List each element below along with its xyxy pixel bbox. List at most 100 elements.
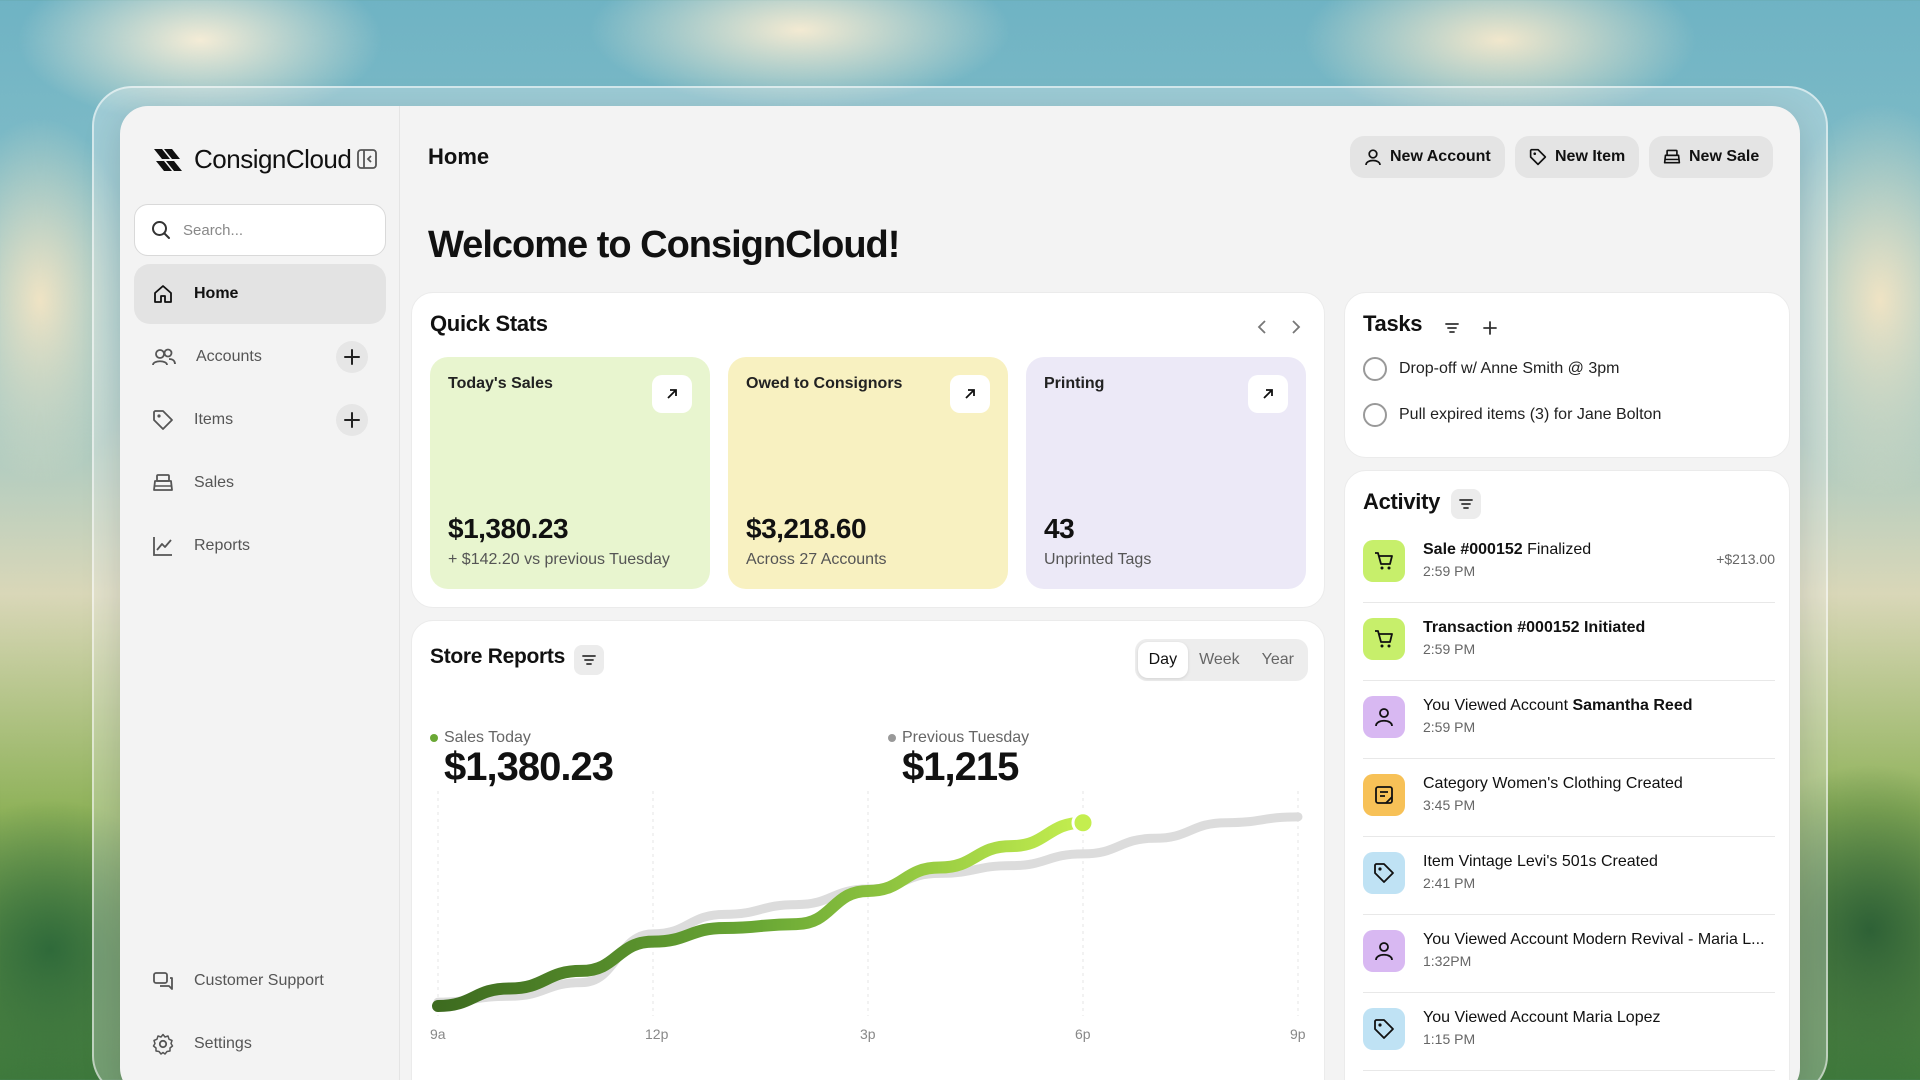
plus-icon: [344, 349, 360, 365]
activity-time: 2:59 PM: [1423, 719, 1476, 735]
users-icon: [152, 348, 176, 366]
page-title: Home: [428, 144, 490, 169]
new-account-button[interactable]: New Account: [1350, 136, 1505, 178]
sidebar-item-customer-support[interactable]: Customer Support: [134, 951, 386, 1011]
range-week[interactable]: Week: [1199, 651, 1240, 668]
stat-sub: Across 27 Accounts: [746, 551, 887, 568]
activity-filter-button[interactable]: [1451, 489, 1481, 519]
activity-title: You Viewed Account Samantha Reed: [1423, 697, 1775, 715]
sidebar-item-items[interactable]: Items: [134, 390, 386, 450]
chart-icon: [153, 537, 172, 556]
add-account-button[interactable]: [336, 341, 368, 373]
brand[interactable]: ConsignCloud: [152, 144, 352, 175]
tag-icon: [153, 410, 173, 430]
register-icon: [153, 474, 173, 491]
new-sale-label: New Sale: [1689, 148, 1760, 165]
activity-title-pre: Category Women's Clothing Created: [1423, 775, 1683, 792]
task-label: Pull expired items (3) for Jane Bolton: [1399, 406, 1662, 423]
stat-card-printing[interactable]: Printing 43 Unprinted Tags: [1026, 357, 1306, 589]
stat-sub: + $142.20 vs previous Tuesday: [448, 551, 670, 568]
activity-title: You Viewed Account Modern Revival - Mari…: [1423, 931, 1775, 949]
legend-previous: Previous Tuesday: [888, 729, 1029, 747]
activity-item[interactable]: You Viewed Account Maria Lopez 1:15 PM: [1363, 993, 1775, 1071]
register-icon: [1663, 149, 1681, 164]
add-task-button[interactable]: [1475, 313, 1505, 343]
stat-value: 43: [1044, 513, 1075, 544]
chevron-left-icon[interactable]: [1252, 317, 1272, 337]
activity-item[interactable]: Category Women's Clothing Created 3:45 PM: [1363, 759, 1775, 837]
activity-item[interactable]: You Viewed Account Samantha Reed 2:59 PM: [1363, 681, 1775, 759]
chevron-right-icon[interactable]: [1286, 317, 1306, 337]
activity-title-pre: You Viewed Account Maria Lopez: [1423, 1009, 1661, 1026]
stat-card-todays-sales[interactable]: Today's Sales $1,380.23 + $142.20 vs pre…: [430, 357, 710, 589]
new-item-label: New Item: [1555, 148, 1626, 165]
stat-label: Printing: [1044, 375, 1105, 392]
sidebar-item-label: Home: [194, 285, 239, 302]
activity-time: 2:59 PM: [1423, 563, 1476, 579]
activity-time: 1:32PM: [1423, 953, 1472, 969]
range-year[interactable]: Year: [1261, 651, 1294, 668]
search-icon: [152, 221, 170, 239]
open-link-button[interactable]: [652, 375, 692, 413]
sidebar-item-sales[interactable]: Sales: [134, 453, 386, 513]
task-checkbox[interactable]: [1363, 357, 1387, 381]
sidebar-item-label: Sales: [194, 474, 235, 491]
tasks-filter-button[interactable]: [1437, 313, 1467, 343]
arrow-up-right-icon: [1263, 389, 1273, 399]
arrow-up-right-icon: [965, 389, 975, 399]
legend-dot-current: [430, 734, 438, 742]
activity-title-bold: Transaction #000152 Initiated: [1423, 619, 1646, 636]
series-current-line: [432, 816, 1089, 1012]
activity-time: 2:41 PM: [1423, 875, 1476, 891]
activity-item[interactable]: Transaction #000152 Initiated 2:59 PM: [1363, 603, 1775, 681]
x-tick-label: 9a: [430, 1026, 446, 1042]
sidebar-item-accounts[interactable]: Accounts: [134, 327, 386, 387]
activity-item[interactable]: You Viewed Account Modern Revival - Mari…: [1363, 915, 1775, 993]
legend-dot-previous: [888, 734, 896, 742]
cart-icon: [1363, 540, 1405, 582]
plus-icon: [344, 412, 360, 428]
new-item-button[interactable]: New Item: [1515, 136, 1640, 178]
previous-sales-value: $1,215: [902, 745, 1019, 789]
new-sale-button[interactable]: New Sale: [1649, 136, 1774, 178]
open-link-button[interactable]: [950, 375, 990, 413]
current-point-marker[interactable]: [1071, 811, 1095, 835]
search-input[interactable]: [183, 221, 363, 239]
sidebar-item-home[interactable]: Home: [134, 264, 386, 324]
activity-title-post: Finalized: [1522, 541, 1592, 558]
task-item[interactable]: Drop-off w/ Anne Smith @ 3pm: [1363, 357, 1619, 381]
sidebar-item-reports[interactable]: Reports: [134, 516, 386, 576]
legend-previous-label: Previous Tuesday: [902, 729, 1030, 746]
current-sales-value: $1,380.23: [444, 745, 614, 789]
activity-time: 1:15 PM: [1423, 1031, 1476, 1047]
x-tick-label: 12p: [645, 1026, 669, 1042]
add-item-button[interactable]: [336, 404, 368, 436]
stat-card-owed-consignors[interactable]: Owed to Consignors $3,218.60 Across 27 A…: [728, 357, 1008, 589]
task-checkbox[interactable]: [1363, 403, 1387, 427]
activity-item[interactable]: Sale #000152 Finalized 2:59 PM +$213.00: [1363, 525, 1775, 603]
welcome-heading: Welcome to ConsignCloud!: [428, 224, 900, 266]
range-day[interactable]: Day: [1137, 642, 1189, 678]
quick-stats-card: Quick Stats Today's Sales $1,380.23 + $1…: [411, 292, 1325, 608]
legend-current-label: Sales Today: [444, 729, 531, 746]
range-selector: Day Week Year: [1134, 639, 1308, 681]
activity-item[interactable]: Item Vintage Levi's 501s Created 2:41 PM: [1363, 837, 1775, 915]
activity-card: Activity Sale #000152 Finalized 2:59 PM +$…: [1344, 470, 1790, 1080]
legend-current: Sales Today: [430, 729, 531, 747]
chat-icon: [153, 972, 173, 990]
activity-title-pre: You Viewed Account: [1423, 697, 1573, 714]
filter-button[interactable]: [574, 645, 604, 675]
collapse-sidebar-icon[interactable]: [356, 148, 378, 170]
user-icon: [1363, 930, 1405, 972]
tasks-card: Tasks Drop-off w/ Anne Smith @ 3pm Pull …: [1344, 292, 1790, 458]
sidebar-item-settings[interactable]: Settings: [134, 1014, 386, 1074]
note-icon: [1363, 774, 1405, 816]
user-icon: [1365, 149, 1381, 166]
open-link-button[interactable]: [1248, 375, 1288, 413]
store-reports-title: Store Reports: [430, 645, 565, 668]
activity-title: Activity: [1363, 489, 1441, 514]
search-box[interactable]: [134, 204, 386, 256]
activity-time: 3:45 PM: [1423, 797, 1476, 813]
task-item[interactable]: Pull expired items (3) for Jane Bolton: [1363, 403, 1661, 427]
filter-icon: [1445, 323, 1459, 333]
